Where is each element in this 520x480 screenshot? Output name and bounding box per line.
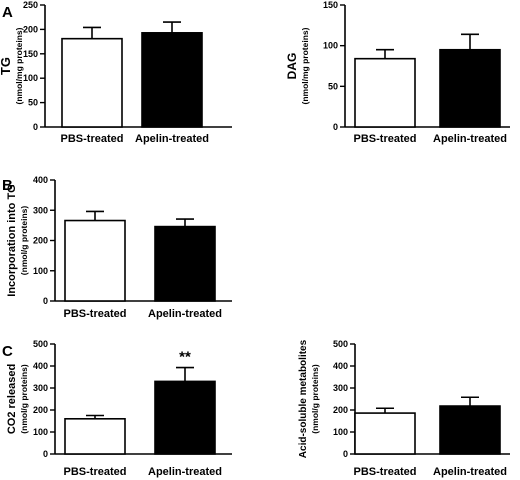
y-tick-label: 100 — [333, 427, 348, 437]
chart-3: 0 100 200 300 400 Incorporation into TG (nmol/… — [6, 175, 232, 320]
category-label: PBS-treated — [354, 133, 417, 145]
y-axis-unit: (nmol/mg proteins) — [14, 27, 24, 104]
chart-2: 0 50 100 150 DAG (nmol/mg proteins) PBS-treate… — [285, 0, 510, 145]
bar-apelin — [154, 225, 216, 302]
y-tick-label: 100 — [33, 427, 48, 437]
category-label: PBS-treated — [64, 308, 127, 320]
y-tick-label: 300 — [333, 383, 348, 393]
y-tick-label: 500 — [333, 339, 348, 349]
chart-5: 0 100 200 300 400 500 Acid-soluble metabolites… — [298, 339, 510, 478]
y-tick-label: 0 — [333, 122, 338, 132]
y-axis-title: Incorporation into TG — [6, 184, 18, 296]
y-tick-label: 200 — [33, 236, 48, 246]
category-label: Apelin-treated — [135, 133, 209, 145]
y-tick-label: 150 — [323, 0, 338, 10]
y-tick-label: 200 — [333, 405, 348, 415]
y-tick-label: 250 — [23, 0, 38, 10]
bar-pbs — [64, 417, 126, 455]
bar-apelin — [141, 32, 203, 128]
category-label: Apelin-treated — [148, 308, 222, 320]
bar-pbs — [61, 37, 123, 128]
y-tick-label: 300 — [33, 383, 48, 393]
y-axis-unit: (nmol/g proteins) — [19, 206, 29, 276]
bar-apelin — [439, 48, 501, 128]
y-tick-label: 0 — [43, 449, 48, 459]
y-tick-label: 150 — [23, 49, 38, 59]
category-label: Apelin-treated — [433, 133, 507, 145]
y-tick-label: 200 — [23, 24, 38, 34]
y-tick-label: 100 — [23, 73, 38, 83]
y-tick-label: 100 — [323, 41, 338, 51]
category-label: PBS-treated — [64, 466, 127, 478]
y-axis-title: DAG — [285, 53, 299, 80]
y-axis-title: CO2 released — [6, 364, 18, 434]
y-tick-label: 400 — [333, 361, 348, 371]
y-axis-title: Acid-soluble metabolites — [298, 339, 309, 458]
bar-pbs — [354, 412, 416, 455]
y-tick-label: 50 — [28, 98, 38, 108]
bar-apelin — [439, 405, 501, 455]
category-label: Apelin-treated — [433, 466, 507, 478]
y-tick-label: 0 — [43, 296, 48, 306]
bar-apelin — [154, 380, 216, 455]
y-tick-label: 100 — [33, 266, 48, 276]
y-tick-label: 300 — [33, 205, 48, 215]
panel-label-b: B — [2, 177, 13, 194]
category-label: PBS-treated — [61, 133, 124, 145]
panel-label-a: A — [2, 4, 13, 21]
chart-1: 0 50 100 150 200 250 TG (nmol/mg proteins) PBS-t… — [0, 0, 232, 145]
y-tick-label: 50 — [328, 81, 338, 91]
y-tick-label: 0 — [33, 122, 38, 132]
y-axis-title: TG — [0, 57, 13, 75]
chart-4: 0 100 200 300 400 500 CO2 released (nmol/g prot… — [6, 339, 232, 478]
y-tick-label: 200 — [33, 405, 48, 415]
bar-pbs — [64, 219, 126, 302]
bar-pbs — [354, 57, 416, 128]
category-label: PBS-treated — [354, 466, 417, 478]
y-tick-label: 500 — [33, 339, 48, 349]
y-tick-label: 0 — [343, 449, 348, 459]
y-axis-unit: (nmol/g proteins) — [310, 364, 320, 434]
y-tick-label: 400 — [33, 361, 48, 371]
y-axis-unit: (nmol/mg proteins) — [300, 27, 310, 104]
significance-annotation: ** — [179, 349, 191, 366]
category-label: Apelin-treated — [148, 466, 222, 478]
y-tick-label: 400 — [33, 175, 48, 185]
y-axis-unit: (nmol/g proteins) — [19, 364, 29, 434]
panel-label-c: C — [2, 343, 13, 360]
